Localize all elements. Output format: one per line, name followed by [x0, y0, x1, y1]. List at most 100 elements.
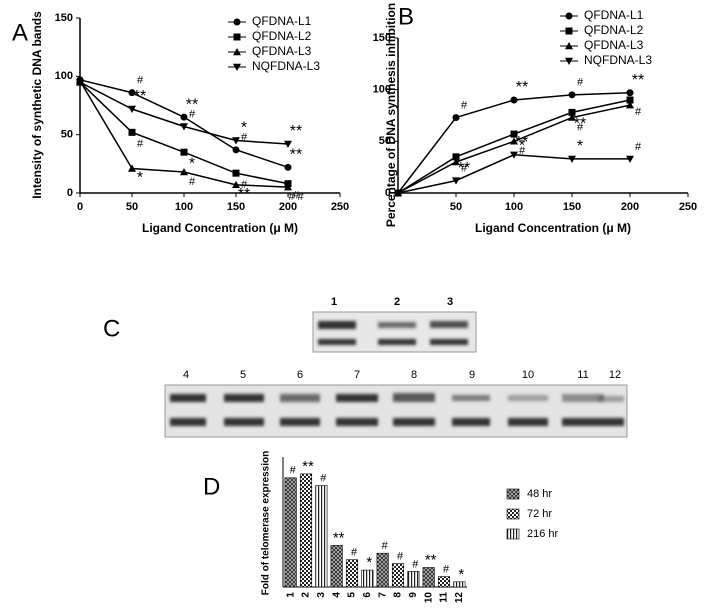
significance-marker: *	[458, 566, 464, 583]
x-tick-label: 10	[423, 592, 434, 604]
point	[626, 155, 634, 163]
point	[510, 137, 518, 145]
significance-marker: **	[302, 458, 314, 475]
y-tick-label: 100	[55, 70, 73, 82]
x-tick-label: 50	[126, 201, 138, 213]
point	[510, 151, 518, 159]
legend-swatch	[506, 528, 520, 540]
significance-marker: #	[189, 176, 196, 188]
point	[284, 140, 292, 148]
legend-label: 216 hr	[527, 528, 559, 540]
lane-label: 5	[240, 369, 246, 381]
x-tick-label: 100	[505, 201, 523, 213]
panel-label: C	[103, 315, 120, 342]
legend-symbol	[233, 48, 241, 56]
bar	[453, 581, 466, 588]
legend-swatch	[506, 508, 520, 520]
y-tick-label: 150	[373, 32, 391, 44]
lane-label: 4	[183, 369, 189, 381]
point	[626, 89, 634, 97]
significance-marker: #	[577, 77, 584, 89]
point	[232, 169, 240, 177]
significance-marker: #	[577, 121, 584, 133]
y-tick-label: 150	[55, 12, 73, 24]
significance-marker: #	[461, 99, 468, 111]
significance-marker: #	[461, 163, 468, 175]
legend-symbol	[233, 18, 241, 26]
x-tick-label: 1	[285, 592, 296, 598]
legend-symbol	[565, 12, 573, 20]
significance-marker: #	[351, 547, 358, 559]
bar	[391, 563, 405, 588]
y-tick-label: 50	[61, 129, 73, 141]
point	[232, 180, 240, 189]
significance-marker: #	[137, 75, 144, 87]
x-tick-label: 7	[377, 592, 388, 598]
significance-marker: # #	[288, 191, 304, 203]
bar	[361, 569, 374, 588]
bar	[422, 567, 435, 588]
legend-label: QFDNA-L1	[584, 8, 644, 22]
significance-marker: #	[320, 473, 327, 485]
significance-marker: **	[186, 96, 198, 113]
legend-label: 48 hr	[527, 488, 552, 500]
x-tick-label: 9	[408, 592, 419, 598]
significance-marker: #	[412, 558, 419, 570]
legend-label: QFDNA-L2	[584, 23, 644, 37]
lane-label: 9	[469, 369, 475, 381]
legend-symbol	[233, 33, 241, 41]
lane-label: 8	[411, 369, 417, 381]
point	[128, 164, 136, 172]
point	[128, 128, 136, 136]
x-tick-label: 100	[175, 201, 193, 213]
point	[284, 183, 292, 191]
lane-label: 11	[577, 369, 588, 381]
point	[452, 153, 460, 161]
y-tick-label: 0	[385, 187, 391, 199]
legend-label: 72 hr	[527, 508, 552, 520]
significance-marker: *	[366, 554, 372, 571]
point	[232, 146, 240, 154]
significance-marker: #	[293, 190, 300, 202]
significance-marker: #	[397, 551, 404, 563]
point	[626, 101, 634, 109]
point	[510, 130, 518, 138]
gel-images	[164, 311, 628, 438]
point	[180, 148, 188, 156]
legend-label: NQFDNA-L3	[252, 59, 320, 73]
point	[568, 113, 576, 121]
x-tick-label: 8	[393, 592, 404, 598]
point	[394, 189, 402, 197]
point	[180, 113, 188, 121]
x-tick-label: 2	[301, 592, 312, 598]
bar	[376, 552, 389, 588]
significance-marker: **	[574, 116, 586, 133]
lane-label: 1	[331, 296, 337, 308]
y-tick-label: 100	[373, 84, 391, 96]
significance-marker: **	[458, 160, 470, 177]
x-tick-label: 5	[347, 592, 358, 598]
point	[626, 96, 634, 104]
series-line	[397, 104, 631, 194]
point	[76, 78, 84, 87]
significance-marker: *	[189, 155, 195, 172]
point	[568, 155, 576, 163]
significance-marker: *	[137, 170, 143, 187]
lane-label: 6	[297, 369, 303, 381]
significance-marker: *	[577, 138, 583, 155]
point	[452, 177, 460, 185]
x-tick-label: 50	[450, 201, 462, 213]
x-tick-label: 0	[77, 201, 83, 213]
point	[452, 158, 460, 166]
x-tick-label: 11	[439, 592, 450, 603]
x-tick-label: 4	[331, 592, 342, 598]
x-tick-label: 12	[454, 592, 465, 604]
y-axis-label: Fold of telomerase expression	[261, 451, 272, 596]
significance-marker: **	[290, 147, 302, 164]
panel-label: B	[398, 3, 414, 30]
significance-marker: #	[443, 564, 450, 576]
point	[180, 123, 188, 131]
legend-label: QFDNA-L3	[252, 44, 312, 58]
lane-label: 3	[447, 296, 453, 308]
